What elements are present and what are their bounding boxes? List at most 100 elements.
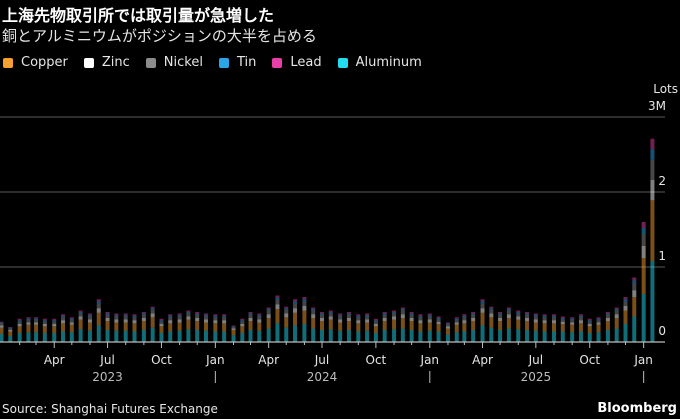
x-tick-label: Jan [205, 353, 225, 367]
bar-zinc [168, 320, 173, 324]
bar-copper [213, 323, 218, 332]
bar-nickel [356, 317, 361, 321]
bar-lead [293, 299, 298, 302]
bar-lead [141, 312, 146, 314]
bar-copper [436, 324, 441, 332]
bar-nickel [605, 315, 610, 318]
bar-copper [141, 321, 146, 330]
bar-zinc [560, 321, 565, 324]
bar-nickel [61, 317, 66, 321]
bar-lead [240, 318, 245, 321]
bar-copper [489, 317, 494, 328]
bar-copper [641, 258, 646, 294]
bar-nickel [445, 324, 450, 327]
bar-nickel [266, 310, 271, 315]
bar-copper [427, 322, 432, 331]
bar-zinc [141, 318, 146, 321]
bar-nickel [373, 321, 378, 324]
bar-tin [623, 299, 628, 302]
bar-zinc [436, 321, 441, 324]
bar-zinc [506, 314, 511, 318]
bar-lead [596, 317, 601, 319]
bar-tin [78, 312, 83, 314]
bar-zinc [203, 319, 208, 323]
bar-zinc [328, 316, 333, 320]
bar-lead [346, 312, 351, 314]
bar-tin [356, 315, 361, 318]
bar-aluminum [328, 329, 333, 342]
bar-lead [34, 317, 39, 319]
bar-aluminum [392, 329, 397, 342]
bar-lead [213, 314, 218, 316]
bar-tin [150, 308, 155, 310]
bar-lead [338, 313, 343, 315]
bar-copper [454, 324, 459, 333]
bar-aluminum [560, 331, 565, 342]
bar-nickel [275, 300, 280, 305]
bar-copper [231, 330, 236, 336]
bar-copper [542, 323, 547, 332]
bar-copper [168, 323, 173, 332]
bar-tin [293, 301, 298, 304]
bar-tin [248, 313, 253, 315]
bar-zinc [257, 319, 262, 323]
bar-nickel [560, 319, 565, 322]
bar-zinc [623, 306, 628, 311]
bar-aluminum [105, 330, 110, 342]
bar-zinc [123, 319, 128, 323]
x-tick-label: Apr [472, 353, 493, 367]
x-tick-label: Jul [528, 353, 543, 367]
bar-copper [570, 324, 575, 333]
bar-copper [632, 297, 637, 317]
bar-lead [641, 222, 646, 228]
bar-nickel [328, 313, 333, 317]
bar-lead [328, 310, 333, 312]
bar-zinc [632, 290, 637, 297]
bar-nickel [382, 315, 387, 318]
bar-nickel [52, 321, 57, 324]
bar-lead [516, 310, 521, 312]
bar-lead [257, 313, 262, 315]
bar-nickel [471, 315, 476, 318]
bars [0, 138, 655, 342]
bar-zinc [132, 320, 137, 324]
bar-lead [632, 277, 637, 281]
bar-copper [114, 322, 119, 331]
bar-lead [302, 297, 307, 300]
bar-aluminum [418, 331, 423, 342]
bar-tin [489, 308, 494, 310]
bar-copper [400, 318, 405, 329]
gridlines [0, 116, 665, 268]
bar-nickel [614, 310, 619, 315]
bar-lead [542, 314, 547, 316]
bar-aluminum [471, 330, 476, 342]
bar-zinc [614, 314, 619, 318]
bar-copper [186, 319, 191, 330]
bar-copper [203, 322, 208, 331]
bar-lead [552, 314, 557, 316]
bar-zinc [471, 318, 476, 321]
bar-zinc [26, 322, 31, 325]
bar-lead [186, 310, 191, 312]
bar-tin [96, 301, 101, 304]
bar-zinc [382, 318, 387, 321]
bar-aluminum [632, 316, 637, 342]
bar-copper [26, 324, 31, 333]
bar-lead [284, 306, 289, 309]
bar-nickel [498, 315, 503, 318]
bar-lead [489, 306, 494, 309]
bar-lead [203, 313, 208, 315]
bar-nickel [427, 316, 432, 320]
bar-aluminum [0, 333, 4, 342]
bar-nickel [195, 315, 200, 318]
bar-nickel [400, 310, 405, 315]
bar-copper [17, 326, 22, 333]
bar-aluminum [533, 330, 538, 342]
bar-tin [409, 313, 414, 315]
bar-tin [525, 313, 530, 315]
bar-zinc [552, 320, 557, 324]
bar-nickel [8, 328, 13, 330]
x-tick-label: Apr [44, 353, 65, 367]
legend-item-zinc: Zinc [83, 55, 130, 70]
bar-lead [525, 312, 530, 314]
